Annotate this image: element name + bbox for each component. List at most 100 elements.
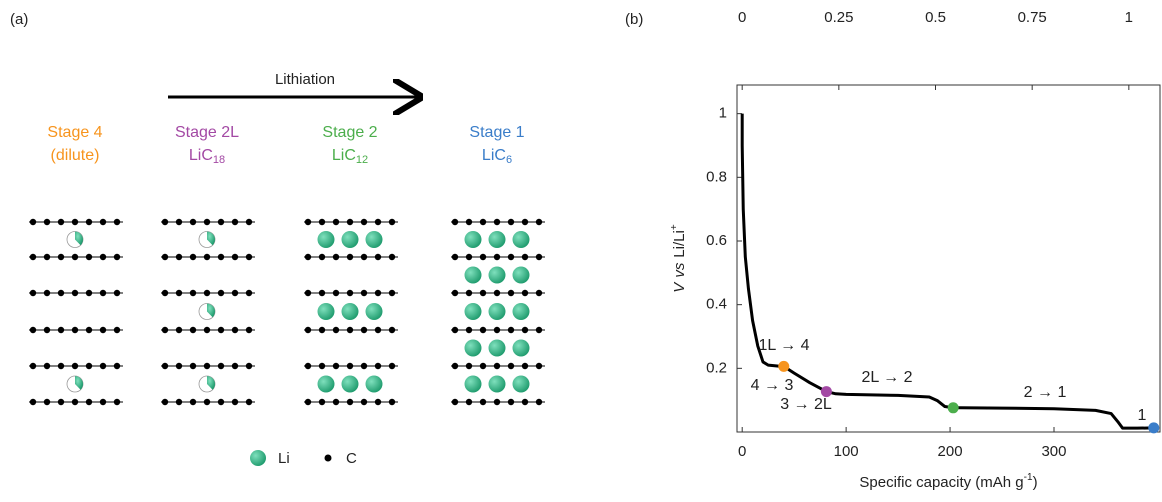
carbon-atom [85, 398, 93, 406]
carbon-atom [231, 218, 239, 226]
carbon-atom [388, 218, 396, 226]
carbon-atom [161, 289, 169, 297]
lithium-fraction [207, 376, 215, 390]
lithium-atom [365, 303, 383, 320]
carbon-atom [29, 218, 37, 226]
carbon-atom [374, 289, 382, 297]
carbon-atom [479, 398, 487, 406]
carbon-atom [304, 218, 312, 226]
carbon-atom [57, 289, 65, 297]
carbon-atom [43, 289, 51, 297]
carbon-atom [360, 253, 368, 261]
carbon-atom [189, 326, 197, 334]
lithium-atom [317, 375, 335, 393]
carbon-atom [304, 398, 312, 406]
carbon-atom [29, 289, 37, 297]
x-label-text: Specific capacity (mAh g [859, 474, 1023, 491]
lithium-atom [512, 266, 530, 284]
transition-annotation: 4 → 3 [751, 377, 794, 394]
lithium-atom [317, 303, 335, 320]
transition-point [820, 386, 832, 398]
carbon-atom [465, 218, 473, 226]
carbon-atom [175, 253, 183, 261]
carbon-atom [535, 362, 543, 370]
formula-text: LiC [332, 147, 356, 164]
carbon-atom [507, 289, 515, 297]
carbon-atom [360, 218, 368, 226]
lithium-fraction [75, 376, 83, 390]
carbon-atom [189, 398, 197, 406]
lithium-atom [341, 231, 359, 248]
panel-label: (a) [10, 11, 28, 28]
lithium-atom [464, 375, 482, 393]
y-axis-label: Vvs Li/Li+ [669, 224, 688, 293]
carbon-atom [332, 398, 340, 406]
transition-annotation: 2 → 1 [1024, 384, 1067, 401]
x-tick-label: 0 [738, 443, 746, 460]
carbon-atom [231, 398, 239, 406]
carbon-atom [304, 326, 312, 334]
carbon-atom [493, 362, 501, 370]
carbon-atom [175, 289, 183, 297]
stage-name: Stage 4 [47, 124, 102, 141]
carbon-atom [113, 362, 121, 370]
legend-label: Li [278, 450, 290, 467]
carbon-atom [217, 326, 225, 334]
carbon-atom [374, 362, 382, 370]
stage-name: Stage 1 [469, 124, 524, 141]
carbon-atom [189, 362, 197, 370]
carbon-atom [85, 218, 93, 226]
carbon-atom [346, 253, 354, 261]
lithium-fraction [207, 303, 215, 318]
carbon-atom [346, 398, 354, 406]
legend-c-symbol [324, 454, 332, 462]
formula-subscript: 12 [356, 154, 368, 166]
carbon-atom [161, 398, 169, 406]
carbon-atom [374, 253, 382, 261]
carbon-atom [231, 362, 239, 370]
carbon-atom [360, 362, 368, 370]
carbon-atom [217, 289, 225, 297]
carbon-atom [217, 362, 225, 370]
y-label-italic: V [671, 281, 688, 293]
y-tick-label: 0.4 [706, 296, 727, 313]
carbon-atom [318, 253, 326, 261]
carbon-atom [71, 253, 79, 261]
transition-annotation: 1L → 4 [759, 337, 810, 354]
lithium-fraction [75, 231, 83, 246]
carbon-atom [29, 362, 37, 370]
carbon-atom [451, 326, 459, 334]
lithium-atom [464, 303, 482, 320]
carbon-atom [521, 289, 529, 297]
carbon-atom [217, 218, 225, 226]
carbon-atom [346, 362, 354, 370]
transition-point [1148, 422, 1160, 434]
carbon-atom [479, 289, 487, 297]
carbon-atom [71, 362, 79, 370]
carbon-atom [113, 289, 121, 297]
lithium-atom [488, 375, 506, 393]
lithium-atom [512, 303, 530, 320]
carbon-atom [231, 289, 239, 297]
carbon-atom [388, 289, 396, 297]
carbon-atom [507, 253, 515, 261]
stage-name: Stage 2 [322, 124, 377, 141]
carbon-atom [57, 326, 65, 334]
carbon-atom [99, 362, 107, 370]
y-tick-label: 0.2 [706, 359, 727, 376]
carbon-atom [43, 218, 51, 226]
carbon-atom [465, 362, 473, 370]
carbon-atom [113, 218, 121, 226]
carbon-atom [346, 289, 354, 297]
carbon-atom [161, 362, 169, 370]
lithium-atom [341, 375, 359, 393]
formula-subscript: 18 [213, 154, 225, 166]
carbon-atom [99, 218, 107, 226]
carbon-atom [388, 253, 396, 261]
lithium-atom [464, 339, 482, 357]
carbon-atom [85, 253, 93, 261]
carbon-atom [217, 398, 225, 406]
carbon-atom [113, 398, 121, 406]
transition-annotation: 2L → 2 [862, 369, 913, 386]
